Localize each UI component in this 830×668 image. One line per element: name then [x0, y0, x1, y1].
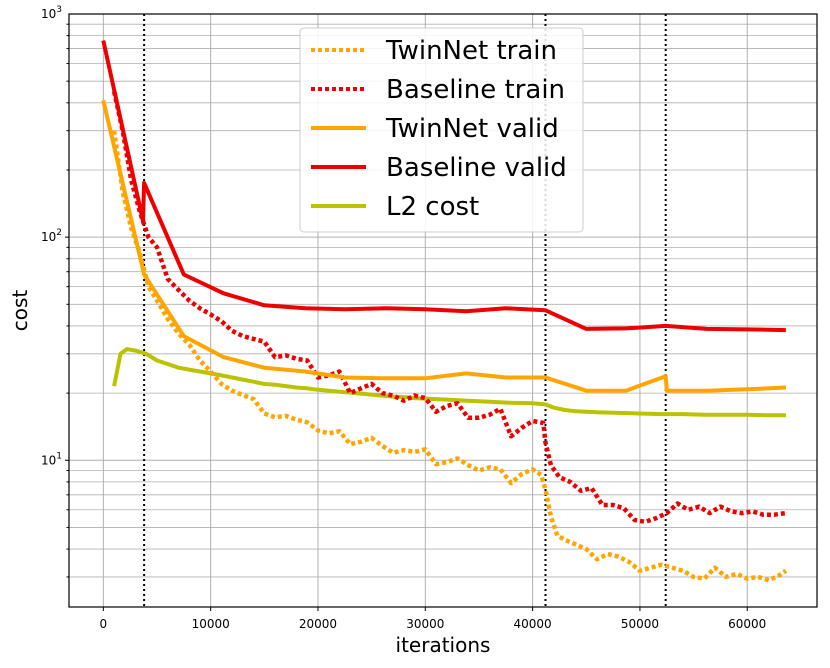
legend-label: Baseline train	[386, 75, 565, 105]
series-lines	[101, 40, 788, 583]
x-tick-label: 30000	[406, 617, 444, 631]
y-tick-label: 103	[41, 5, 62, 21]
legend: TwinNet train Baseline train TwinNet valid…	[299, 27, 584, 233]
x-tick-label: 20000	[299, 617, 337, 631]
legend-label: TwinNet valid	[385, 114, 559, 144]
x-tick-label: 40000	[514, 617, 552, 631]
x-tick-label: 10000	[192, 617, 230, 631]
legend-box	[299, 27, 584, 233]
series-line-twinnet-train	[111, 130, 788, 583]
y-tick-label: 102	[41, 228, 62, 244]
series-line-twinnet-valid	[101, 99, 786, 393]
x-axis-label: iterations	[396, 633, 491, 657]
x-tick-label: 60000	[728, 617, 766, 631]
series-line-l2-cost	[112, 347, 786, 418]
x-tick-label: 0	[100, 617, 108, 631]
series-line-baseline-valid	[101, 40, 786, 333]
plot-frame	[68, 13, 818, 608]
legend-label: TwinNet train	[385, 36, 557, 66]
y-tick-label: 101	[41, 451, 62, 467]
axis-ticks: 0 10000 20000 30000 40000 50000 60000 101 102 103	[41, 5, 766, 631]
y-axis-label: cost	[8, 290, 32, 332]
x-tick-label: 50000	[621, 617, 659, 631]
series-line-baseline-train	[111, 90, 787, 525]
legend-label: L2 cost	[386, 192, 479, 222]
legend-label: Baseline valid	[386, 153, 567, 183]
